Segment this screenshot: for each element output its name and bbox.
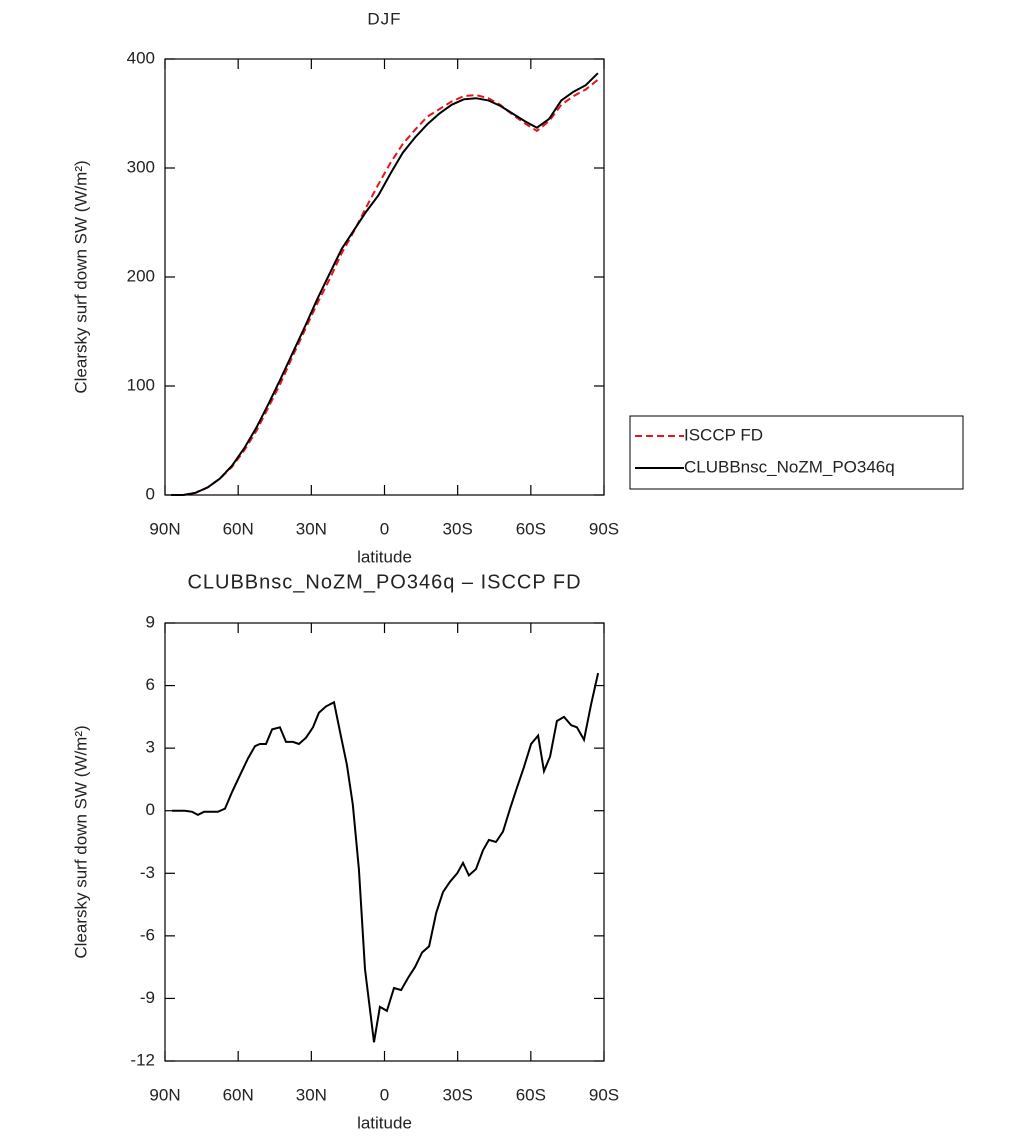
y-tick-label: -3 xyxy=(140,863,155,882)
x-tick-label: 90S xyxy=(589,1085,619,1104)
y-tick-label: 6 xyxy=(146,675,155,694)
series-line xyxy=(171,78,599,496)
x-tick-label: 0 xyxy=(380,519,389,538)
x-tick-label: 60S xyxy=(516,519,546,538)
series-line xyxy=(171,72,599,496)
y-axis-label: Clearsky surf down SW (W/m²) xyxy=(71,725,90,958)
x-tick-label: 90N xyxy=(149,519,180,538)
x-tick-label: 30S xyxy=(443,1085,473,1104)
x-tick-label: 60S xyxy=(516,1085,546,1104)
y-tick-label: 0 xyxy=(146,484,155,503)
y-tick-label: 0 xyxy=(146,800,155,819)
y-tick-label: 9 xyxy=(146,612,155,631)
panel: DJF 0 100 200 300 400 90N 60N 30N 0 30S 60S 90S latit… xyxy=(71,9,964,566)
series-line xyxy=(172,672,600,1043)
y-tick-label: -12 xyxy=(130,1050,155,1069)
x-tick-label: 30N xyxy=(296,1085,327,1104)
y-tick-label: 100 xyxy=(127,375,155,394)
y-tick-label: 3 xyxy=(146,738,155,757)
legend: ISCCP FD CLUBBnsc_NoZM_PO346q xyxy=(629,415,964,490)
x-tick-label: 60N xyxy=(223,519,254,538)
panel: CLUBBnsc_NoZM_PO346q – ISCCP FD -12 -9 -6 -3… xyxy=(71,571,619,1132)
x-tick-label: 60N xyxy=(223,1085,254,1104)
legend-label: CLUBBnsc_NoZM_PO346q xyxy=(684,457,895,476)
x-tick-label: 90N xyxy=(149,1085,180,1104)
x-axis-label: latitude xyxy=(357,547,412,566)
chart-title: DJF xyxy=(367,9,401,28)
x-tick-label: 0 xyxy=(380,1085,389,1104)
plot-frame xyxy=(164,58,605,496)
y-tick-label: -6 xyxy=(140,925,155,944)
chart-title: CLUBBnsc_NoZM_PO346q – ISCCP FD xyxy=(187,571,581,593)
y-tick-label: 300 xyxy=(127,157,155,176)
x-axis-label: latitude xyxy=(357,1113,412,1132)
y-tick-label: 200 xyxy=(127,266,155,285)
y-tick-label: -9 xyxy=(140,988,155,1007)
legend-label: ISCCP FD xyxy=(684,425,763,444)
legend-box xyxy=(629,415,964,490)
y-axis-label: Clearsky surf down SW (W/m²) xyxy=(71,160,90,393)
x-tick-label: 30S xyxy=(443,519,473,538)
y-tick-label: 400 xyxy=(127,48,155,67)
plot-frame xyxy=(164,622,605,1062)
x-tick-label: 30N xyxy=(296,519,327,538)
x-tick-label: 90S xyxy=(589,519,619,538)
